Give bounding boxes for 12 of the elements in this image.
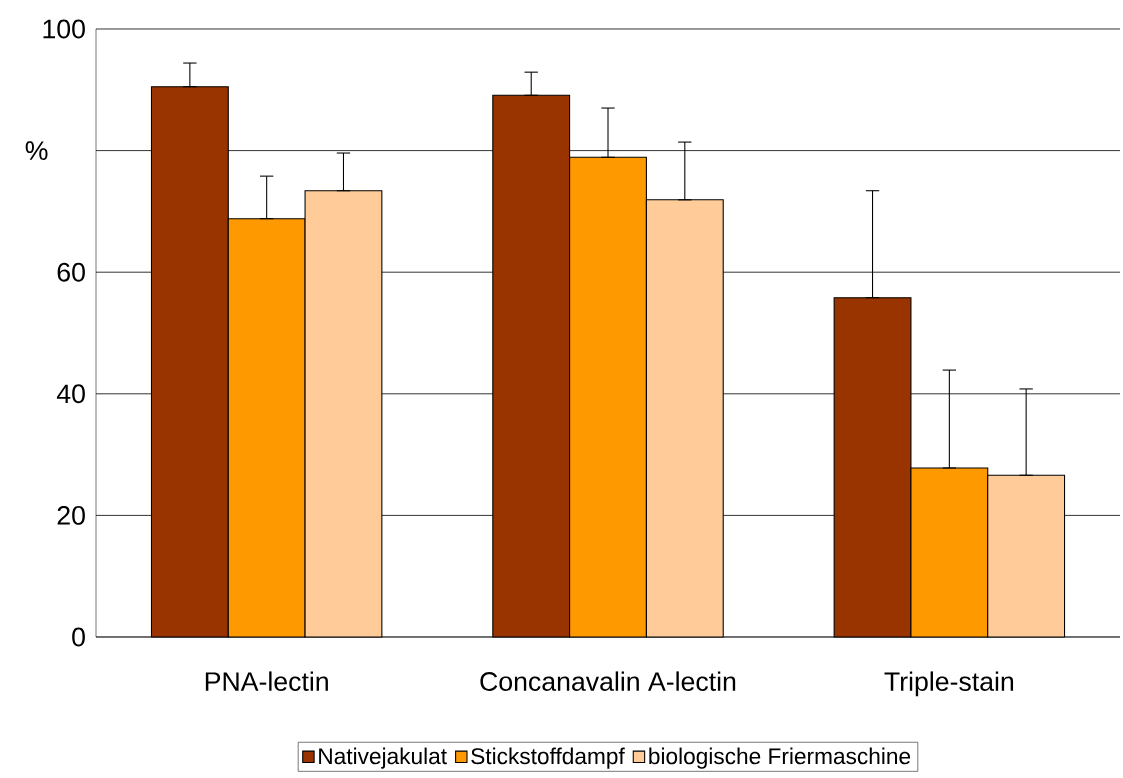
y-tick-label: 0 — [72, 627, 85, 647]
y-tick-label: 60 — [57, 262, 85, 282]
y-tick-label: 100 — [43, 19, 85, 39]
x-tick-label: Concanavalin A-lectin — [480, 671, 736, 691]
y-tick-label: 20 — [57, 505, 85, 525]
legend-label: Nativejakulat — [319, 747, 447, 769]
x-tick-label: PNA-lectin — [205, 671, 328, 691]
legend-label: biologische Friermaschine — [649, 747, 911, 769]
legend-label: Stickstoffdampf — [471, 747, 625, 769]
y-axis-title: % — [25, 141, 48, 160]
x-tick-label: Triple-stain — [884, 671, 1014, 697]
y-tick-label: 40 — [56, 384, 85, 404]
